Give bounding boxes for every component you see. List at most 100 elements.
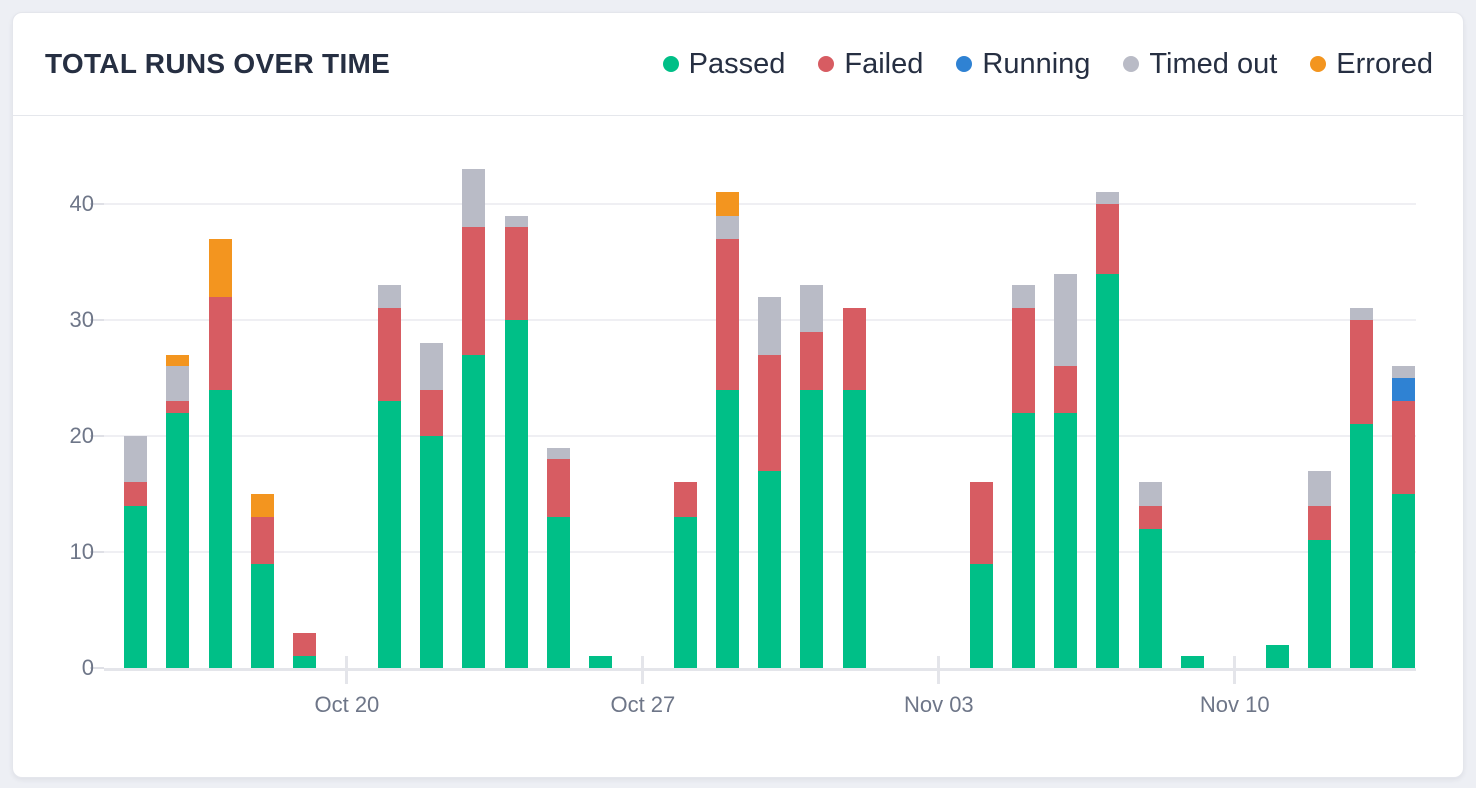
chart-legend: Passed Failed Running Timed out Errored: [662, 47, 1433, 81]
chart-title: TOTAL RUNS OVER TIME: [45, 48, 391, 79]
bar-slot-10-segment-timed_out[interactable]: [546, 447, 570, 460]
bar-slot-2-segment-errored[interactable]: [208, 238, 232, 297]
legend-dot-timed_out: [1123, 56, 1140, 72]
bar-slot-3-segment-passed[interactable]: [250, 563, 274, 668]
x-axis-line: [104, 668, 1416, 671]
x-tick-nov-10: [1233, 656, 1237, 684]
bar-slot-1-segment-timed_out[interactable]: [166, 366, 190, 402]
bar-slot-28-segment-passed[interactable]: [1307, 540, 1331, 668]
bar-slot-7-segment-timed_out[interactable]: [419, 343, 443, 390]
bar-slot-6-segment-passed[interactable]: [377, 401, 401, 668]
bar-slot-21-segment-passed[interactable]: [1011, 412, 1035, 668]
total-runs-card: TOTAL RUNS OVER TIME Passed Failed Running…: [12, 12, 1464, 778]
bar-slot-15-segment-passed[interactable]: [758, 470, 782, 668]
bar-slot-22-segment-timed_out[interactable]: [1054, 273, 1078, 367]
bar-slot-21-segment-failed[interactable]: [1011, 308, 1035, 413]
bar-slot-11-segment-passed[interactable]: [589, 656, 613, 668]
bar-slot-23-segment-timed_out[interactable]: [1096, 192, 1120, 204]
bar-slot-6-segment-failed[interactable]: [377, 308, 401, 402]
bar-slot-10-segment-passed[interactable]: [546, 517, 570, 668]
y-axis-label-30: 30: [69, 307, 94, 332]
bar-slot-24-segment-timed_out[interactable]: [1138, 482, 1162, 506]
bar-slot-14-segment-errored[interactable]: [715, 192, 739, 216]
bar-slot-15-segment-timed_out[interactable]: [758, 296, 782, 355]
legend-dot-failed: [818, 56, 835, 72]
bar-slot-13-segment-passed[interactable]: [673, 517, 697, 668]
x-axis-label-nov-03: Nov 03: [903, 692, 974, 717]
bar-slot-21-segment-timed_out[interactable]: [1011, 285, 1035, 309]
bar-slot-20-segment-passed[interactable]: [969, 563, 993, 668]
bar-slot-29-segment-timed_out[interactable]: [1350, 308, 1374, 320]
bar-slot-25-segment-passed[interactable]: [1181, 656, 1204, 668]
bar-slot-16-segment-passed[interactable]: [800, 389, 824, 668]
bar-slot-23-segment-failed[interactable]: [1096, 204, 1120, 274]
bar-slot-27-segment-passed[interactable]: [1265, 644, 1289, 668]
legend-item-passed[interactable]: Passed: [662, 47, 786, 81]
bar-slot-24-segment-failed[interactable]: [1138, 505, 1162, 529]
bar-slot-2-segment-failed[interactable]: [208, 296, 232, 390]
bar-slot-16-segment-timed_out[interactable]: [800, 285, 824, 332]
bar-slot-14-segment-timed_out[interactable]: [715, 215, 739, 239]
bar-slot-10-segment-failed[interactable]: [546, 459, 570, 518]
bar-slot-14-segment-passed[interactable]: [715, 389, 739, 668]
bar-slot-24-segment-passed[interactable]: [1138, 528, 1162, 668]
bar-slot-0-segment-failed[interactable]: [124, 482, 147, 506]
bar-slot-4-segment-failed[interactable]: [293, 633, 317, 657]
bar-slot-6-segment-timed_out[interactable]: [377, 285, 401, 309]
bar-slot-1-segment-failed[interactable]: [166, 401, 190, 413]
bar-slot-15-segment-failed[interactable]: [758, 354, 782, 471]
bar-slot-7-segment-failed[interactable]: [419, 389, 443, 436]
bar-slot-30-segment-passed[interactable]: [1392, 494, 1416, 668]
legend-label: Passed: [688, 47, 786, 80]
bar-slot-1-segment-passed[interactable]: [166, 412, 190, 668]
bar-slot-29-segment-passed[interactable]: [1350, 424, 1374, 668]
bar-slot-30-segment-timed_out[interactable]: [1392, 366, 1416, 378]
y-axis-label-0: 0: [81, 655, 94, 680]
y-tick-40: [90, 203, 104, 205]
legend-item-failed[interactable]: Failed: [818, 48, 923, 81]
bar-slot-17-segment-failed[interactable]: [842, 308, 866, 390]
x-tick-oct-20: [345, 656, 349, 684]
y-tick-20: [90, 435, 104, 437]
bar-slot-28-segment-failed[interactable]: [1307, 505, 1331, 541]
bar-slot-20-segment-failed[interactable]: [969, 482, 993, 564]
bar-slot-29-segment-failed[interactable]: [1350, 320, 1374, 425]
stacked-bar-chart: 0 10 20 30 40 Oct 20 Oct 27 Nov 03 Nov 10: [13, 116, 1465, 778]
legend-label: Errored: [1336, 47, 1433, 80]
bar-slot-22-segment-failed[interactable]: [1054, 366, 1078, 413]
x-tick-nov-03: [937, 656, 941, 684]
bar-slot-3-segment-errored[interactable]: [250, 494, 274, 518]
bar-slot-7-segment-passed[interactable]: [419, 436, 443, 668]
legend-dot-errored: [1310, 56, 1327, 72]
bar-slot-1-segment-errored[interactable]: [166, 354, 190, 367]
bar-slot-9-segment-passed[interactable]: [504, 320, 528, 668]
bar-slot-0-segment-passed[interactable]: [124, 505, 147, 668]
bar-slot-16-segment-failed[interactable]: [800, 331, 824, 390]
legend-item-running[interactable]: Running: [956, 48, 1090, 81]
legend-label: Running: [982, 47, 1091, 80]
y-tick-30: [90, 319, 104, 321]
bar-slot-14-segment-failed[interactable]: [715, 238, 739, 390]
y-axis-label-40: 40: [69, 191, 94, 216]
bar-slot-9-segment-timed_out[interactable]: [504, 215, 528, 228]
bar-slot-2-segment-passed[interactable]: [208, 389, 232, 668]
y-tick-0: [90, 667, 104, 669]
x-tick-oct-27: [641, 656, 645, 684]
bar-slot-30-segment-failed[interactable]: [1392, 401, 1416, 494]
card-header: TOTAL RUNS OVER TIME Passed Failed Running…: [13, 13, 1463, 116]
bar-slot-17-segment-passed[interactable]: [842, 389, 866, 668]
bar-slot-13-segment-failed[interactable]: [673, 482, 697, 518]
bar-slot-23-segment-passed[interactable]: [1096, 273, 1120, 668]
bar-slot-0-segment-timed_out[interactable]: [124, 436, 147, 483]
bar-slot-8-segment-passed[interactable]: [462, 354, 486, 668]
bar-slot-28-segment-timed_out[interactable]: [1307, 470, 1331, 506]
bar-slot-4-segment-passed[interactable]: [293, 656, 317, 668]
bar-slot-22-segment-passed[interactable]: [1054, 412, 1078, 668]
bar-slot-3-segment-failed[interactable]: [250, 517, 274, 564]
legend-item-errored[interactable]: Errored: [1310, 48, 1433, 81]
bar-slot-8-segment-failed[interactable]: [462, 227, 486, 355]
legend-item-timed_out[interactable]: Timed out: [1123, 48, 1277, 81]
bar-slot-30-segment-running[interactable]: [1392, 378, 1416, 402]
bar-slot-9-segment-failed[interactable]: [504, 227, 528, 320]
bar-slot-8-segment-timed_out[interactable]: [462, 169, 486, 228]
